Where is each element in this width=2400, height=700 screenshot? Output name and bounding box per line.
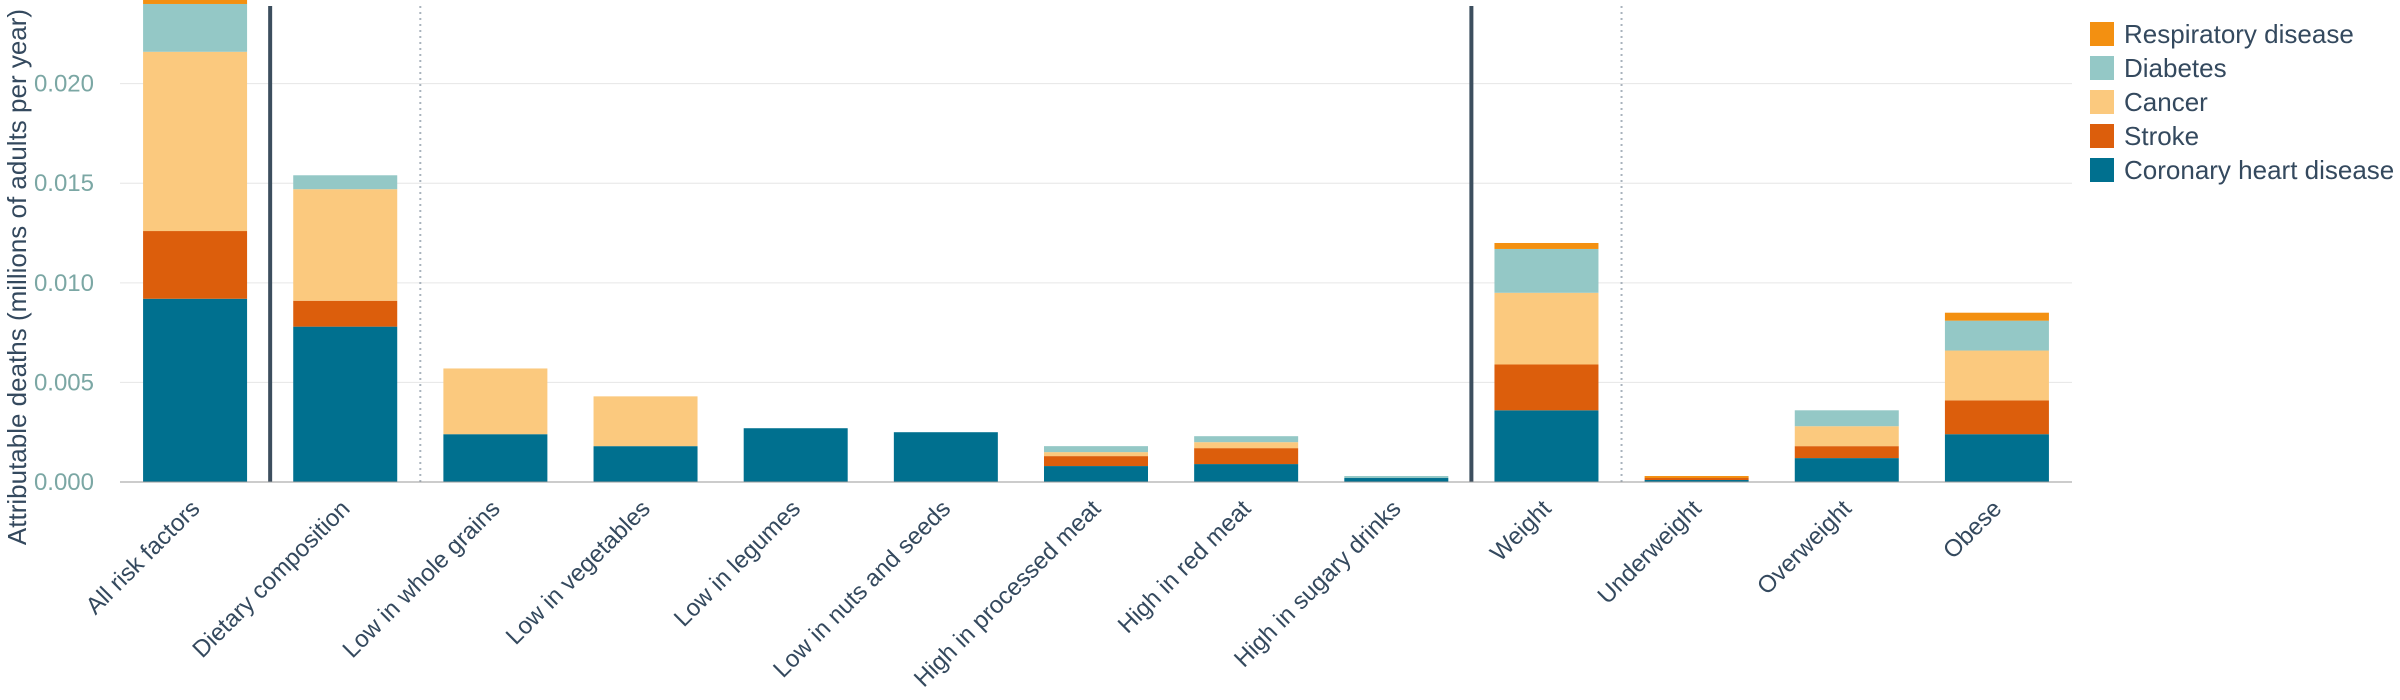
bar-segment xyxy=(1944,320,2049,351)
group-separators xyxy=(268,6,1623,482)
legend-swatch xyxy=(2090,22,2114,46)
bar-segment xyxy=(443,368,548,435)
bar-segment xyxy=(1194,436,1299,443)
y-tick-label: 0.015 xyxy=(34,170,94,197)
bar-segment xyxy=(443,434,548,482)
bar-segment xyxy=(1344,476,1449,479)
y-tick-label: 0.000 xyxy=(34,469,94,496)
bar-segment xyxy=(1494,242,1599,249)
bar-segment xyxy=(743,428,848,482)
bar-segment xyxy=(1794,410,1899,427)
bar-segment xyxy=(1944,350,2049,401)
bar-segment xyxy=(1944,400,2049,435)
x-tick-label: All risk factors xyxy=(81,495,206,620)
bar-segment xyxy=(1794,446,1899,459)
gridlines xyxy=(120,83,2072,383)
legend-label: Respiratory disease xyxy=(2124,19,2354,49)
legend-label: Cancer xyxy=(2124,87,2208,117)
bar-segment xyxy=(1044,452,1148,457)
x-tick-label: Overweight xyxy=(1752,495,1857,600)
legend-swatch xyxy=(2090,90,2114,114)
bar-segment xyxy=(1494,292,1599,365)
bar-segment xyxy=(1794,426,1899,447)
bar-segment xyxy=(1644,478,1749,481)
y-axis-label: Attributable deaths (millions of adults … xyxy=(2,9,32,545)
bar-segment xyxy=(1944,312,2049,321)
bar-segment xyxy=(143,231,248,299)
x-tick-label: Obese xyxy=(1938,495,2007,564)
bar-segment xyxy=(293,175,398,190)
y-tick-labels: 0.000 0.005 0.010 0.015 0.020 xyxy=(34,71,94,496)
y-tick-label: 0.010 xyxy=(34,270,94,297)
legend-label: Diabetes xyxy=(2124,53,2227,83)
legend-label: Stroke xyxy=(2124,121,2199,151)
x-tick-label: Weight xyxy=(1485,495,1557,567)
bar-segment xyxy=(293,300,398,327)
y-tick-label: 0.005 xyxy=(34,369,94,396)
bar-segment xyxy=(1194,448,1299,465)
x-tick-label: High in sugary drinks xyxy=(1229,495,1407,673)
bar-segment xyxy=(593,446,698,482)
bar-segment xyxy=(1044,446,1148,453)
bar-segment xyxy=(1494,410,1599,482)
bar-segment xyxy=(1194,442,1299,449)
x-tick-label: Low in legumes xyxy=(669,495,806,632)
bar-segment xyxy=(1794,458,1899,482)
bar-segment xyxy=(143,51,248,232)
bar-segment xyxy=(1194,464,1299,482)
bar-segment xyxy=(143,298,248,482)
bar-segment xyxy=(143,3,248,52)
x-tick-label: Underweight xyxy=(1592,495,1707,610)
bar-segment xyxy=(143,0,248,4)
legend-swatch xyxy=(2090,56,2114,80)
bar-segment xyxy=(1644,476,1749,479)
legend-swatch xyxy=(2090,124,2114,148)
bars xyxy=(143,0,2049,482)
bar-segment xyxy=(1044,456,1148,467)
bar-segment xyxy=(1494,248,1599,293)
bar-segment xyxy=(1944,434,2049,482)
bar-segment xyxy=(1494,364,1599,411)
bar-segment xyxy=(1044,466,1148,482)
bar-segment xyxy=(1344,478,1449,482)
bar-segment xyxy=(893,432,998,482)
bar-segment xyxy=(1644,480,1749,482)
bar-segment xyxy=(593,396,698,447)
x-tick-label: Low in vegetables xyxy=(501,495,656,650)
x-tick-label: Low in whole grains xyxy=(337,495,505,663)
y-tick-label: 0.020 xyxy=(34,71,94,98)
x-tick-label: Dietary composition xyxy=(187,495,355,663)
legend-label: Coronary heart disease xyxy=(2124,155,2394,185)
x-tick-label: High in red meat xyxy=(1113,495,1257,639)
bar-segment xyxy=(293,326,398,482)
legend-swatch xyxy=(2090,158,2114,182)
legend: Respiratory disease Diabetes Cancer Stroke C… xyxy=(2090,19,2394,185)
bar-segment xyxy=(293,189,398,301)
